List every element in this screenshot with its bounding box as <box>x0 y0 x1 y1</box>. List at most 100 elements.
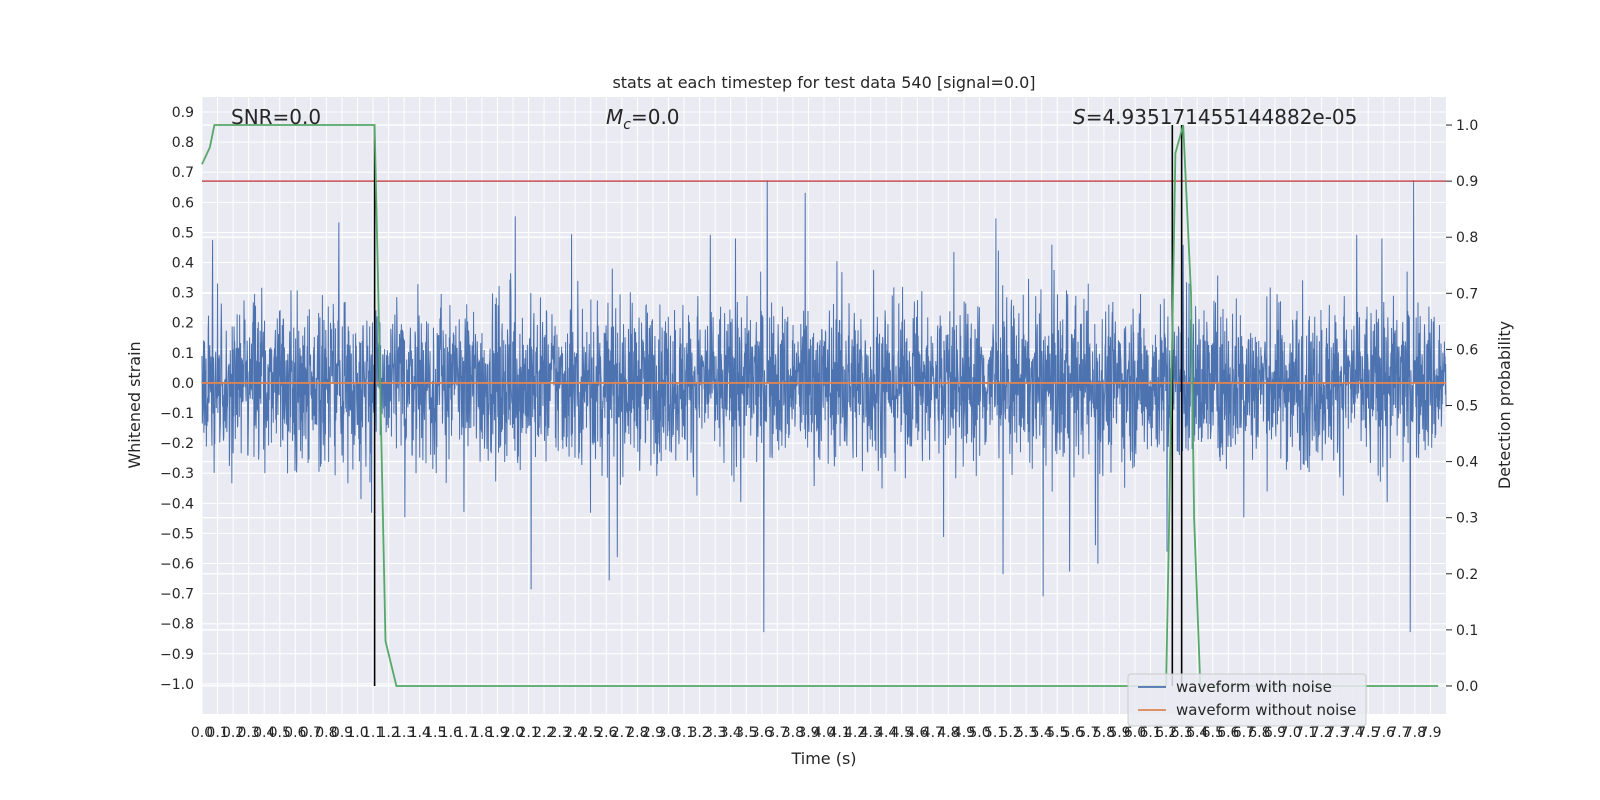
y-left-tick-label: −0.7 <box>160 587 194 603</box>
vertical-markers <box>373 125 1183 686</box>
x-tick-label: 0.0 <box>191 725 213 741</box>
x-tick-label: 5.1 <box>984 725 1006 741</box>
x-tick-label: 4.5 <box>891 725 913 741</box>
x-tick-label: 5.6 <box>1062 725 1084 741</box>
y-left-tick-label: 0.4 <box>172 256 194 272</box>
y-right-tick-label: 0.9 <box>1456 174 1478 190</box>
y-left-tick-label: −0.1 <box>160 406 194 422</box>
x-tick-label: 2.9 <box>642 725 664 741</box>
y-left-ticks: 0.9 0.8 0.7 0.6 0.5 0.4 0.3 0.2 0.1 0.0 −0.1 −0.2 −0… <box>160 105 194 693</box>
y-right-axis-label: Detection probability <box>1495 321 1514 489</box>
x-tick-label: 7.6 <box>1373 725 1395 741</box>
x-ticks: 0.00.10.20.30.40.50.60.70.80.91.01.11.21… <box>191 725 1442 741</box>
x-tick-label: 2.1 <box>517 725 539 741</box>
x-tick-label: 4.8 <box>937 725 959 741</box>
x-tick-label: 3.2 <box>688 725 710 741</box>
x-tick-label: 2.6 <box>595 725 617 741</box>
x-tick-label: 2.0 <box>502 725 524 741</box>
x-tick-label: 4.7 <box>922 725 944 741</box>
x-tick-label: 3.3 <box>704 725 726 741</box>
x-tick-label: 0.7 <box>300 725 322 741</box>
x-tick-label: 1.7 <box>455 725 477 741</box>
x-tick-label: 6.9 <box>1264 725 1286 741</box>
x-tick-label: 7.1 <box>1295 725 1317 741</box>
x-tick-label: 4.1 <box>828 725 850 741</box>
x-tick-label: 1.2 <box>377 725 399 741</box>
y-left-tick-label: 0.2 <box>172 316 194 332</box>
x-tick-label: 2.4 <box>564 725 586 741</box>
y-right-tick-label: 0.8 <box>1456 230 1478 246</box>
x-tick-label: 0.2 <box>222 725 244 741</box>
x-tick-label: 5.0 <box>968 725 990 741</box>
x-tick-label: 1.6 <box>440 725 462 741</box>
x-tick-label: 7.0 <box>1279 725 1301 741</box>
y-left-tick-label: 0.1 <box>172 346 194 362</box>
y-right-tick-label: 0.6 <box>1456 342 1478 358</box>
y-left-tick-label: −0.3 <box>160 466 194 482</box>
series-waveform-with-noise <box>201 180 1447 633</box>
x-tick-label: 5.8 <box>1093 725 1115 741</box>
x-tick-label: 5.4 <box>1031 725 1053 741</box>
x-tick-label: 7.3 <box>1326 725 1348 741</box>
s-symbol: S <box>1073 105 1086 129</box>
x-tick-label: 5.3 <box>1015 725 1037 741</box>
x-tick-label: 7.5 <box>1357 725 1379 741</box>
y-left-tick-label: 0.9 <box>172 105 194 121</box>
x-tick-label: 5.5 <box>1046 725 1068 741</box>
x-tick-label: 3.8 <box>782 725 804 741</box>
y-left-tick-label: 0.5 <box>172 225 194 241</box>
legend-label-noise: waveform with noise <box>1176 678 1332 696</box>
y-right-tick-label: 0.5 <box>1456 399 1478 415</box>
x-tick-label: 6.4 <box>1186 725 1208 741</box>
x-tick-label: 2.7 <box>611 725 633 741</box>
x-tick-label: 6.8 <box>1248 725 1270 741</box>
chirp-mass-annotation: Mc=0.0 <box>606 105 680 133</box>
x-tick-label: 6.6 <box>1217 725 1239 741</box>
y-left-tick-label: 0.6 <box>172 195 194 211</box>
y-left-tick-label: 0.8 <box>172 135 194 151</box>
chirp-mass-value: =0.0 <box>631 105 680 129</box>
x-tick-label: 0.3 <box>238 725 260 741</box>
x-tick-label: 0.8 <box>315 725 337 741</box>
y-left-tick-label: −0.8 <box>160 617 194 633</box>
x-tick-label: 3.4 <box>720 725 742 741</box>
x-tick-label: 5.7 <box>1077 725 1099 741</box>
x-tick-label: 4.9 <box>953 725 975 741</box>
x-tick-label: 0.5 <box>269 725 291 741</box>
x-tick-label: 3.1 <box>673 725 695 741</box>
x-tick-label: 1.5 <box>424 725 446 741</box>
y-right-tick-label: 1.0 <box>1456 118 1478 134</box>
x-tick-label: 1.0 <box>346 725 368 741</box>
x-tick-label: 3.0 <box>657 725 679 741</box>
x-tick-label: 7.9 <box>1419 725 1441 741</box>
s-annotation: S=4.935171455144882e-05 <box>1073 105 1357 129</box>
x-tick-label: 3.7 <box>766 725 788 741</box>
x-tick-label: 2.8 <box>626 725 648 741</box>
x-tick-label: 1.8 <box>471 725 493 741</box>
x-tick-label: 2.2 <box>533 725 555 741</box>
legend: waveform with noise waveform without noi… <box>1127 673 1367 727</box>
y-left-tick-label: −0.5 <box>160 526 194 542</box>
x-tick-label: 6.5 <box>1202 725 1224 741</box>
y-left-tick-label: −0.6 <box>160 557 194 573</box>
y-right-tick-label: 0.1 <box>1456 623 1478 639</box>
x-tick-label: 6.1 <box>1139 725 1161 741</box>
x-tick-label: 1.1 <box>362 725 384 741</box>
x-tick-label: 4.3 <box>860 725 882 741</box>
y-right-tick-label: 0.7 <box>1456 286 1478 302</box>
y-left-tick-label: −0.9 <box>160 647 194 663</box>
chart-title: stats at each timestep for test data 540… <box>612 73 1035 92</box>
x-tick-label: 1.9 <box>486 725 508 741</box>
x-tick-label: 5.2 <box>999 725 1021 741</box>
y-left-tick-label: −0.4 <box>160 496 194 512</box>
y-left-tick-label: 0.3 <box>172 286 194 302</box>
x-tick-label: 6.3 <box>1171 725 1193 741</box>
x-tick-label: 4.4 <box>875 725 897 741</box>
x-tick-label: 2.5 <box>580 725 602 741</box>
y-right-tick-label: 0.4 <box>1456 455 1478 471</box>
y-left-tick-label: 0.0 <box>172 376 194 392</box>
x-tick-label: 3.9 <box>797 725 819 741</box>
s-value: =4.935171455144882e-05 <box>1086 105 1358 129</box>
chirp-mass-symbol: M <box>606 105 623 129</box>
